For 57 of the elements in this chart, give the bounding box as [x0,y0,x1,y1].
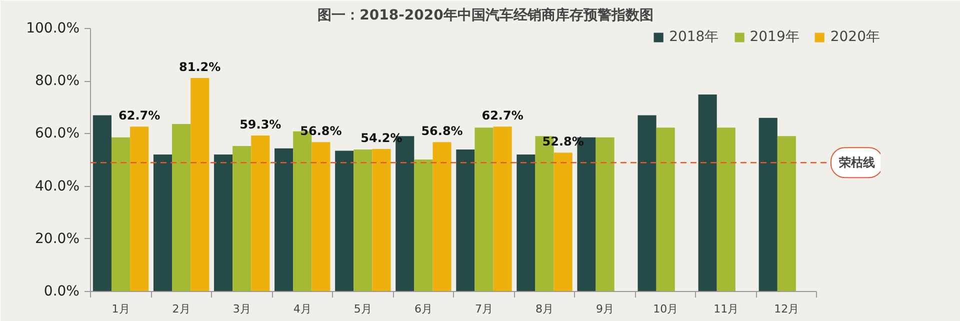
x-tick-label: 10月 [653,302,678,316]
bar [92,115,112,292]
bar [214,154,233,292]
bar [354,149,372,292]
bar [153,154,172,292]
chart-title: 图一：2018-2020年中国汽车经销商库存预警指数图 [318,6,654,24]
bar [312,142,330,292]
x-tick-label: 7月 [474,302,493,316]
x-tick-label: 6月 [414,302,432,316]
data-label: 62.7% [482,108,524,123]
bar [190,78,210,292]
x-tick-label: 2月 [172,302,190,316]
y-tick-label: 40.0% [35,178,80,194]
bar [172,124,191,292]
data-label: 56.8% [300,124,342,138]
bar [638,115,656,292]
x-tick-label: 5月 [354,302,372,316]
data-label: 62.7% [118,108,160,123]
bar [596,137,614,292]
data-label: 81.2% [179,60,221,74]
bar [758,118,778,292]
bar [372,148,391,292]
bar [251,136,270,292]
legend-label: 2019年 [750,28,800,46]
bar [274,148,294,292]
bar [716,128,736,292]
bar [516,154,536,292]
bar [554,152,572,292]
legend-label: 2020年 [830,28,880,46]
x-tick-label: 3月 [232,302,251,316]
bar [456,149,475,292]
bar [432,142,452,292]
bar [493,126,512,292]
y-tick-label: 100.0% [26,20,80,36]
y-tick-label: 0.0% [44,284,80,300]
x-tick-label: 8月 [536,302,554,316]
bar [474,128,494,292]
x-tick-label: 11月 [714,302,739,316]
y-tick-label: 20.0% [35,230,80,247]
bar [111,137,130,292]
x-tick-label: 12月 [774,302,800,316]
bar [698,94,717,292]
bar [335,150,354,292]
y-tick-label: 80.0% [35,73,80,90]
x-tick-label: 1月 [112,302,130,316]
bar [414,159,433,292]
data-label: 59.3% [240,118,282,132]
bar [232,146,252,292]
x-tick-label: 9月 [596,302,614,316]
bar [130,126,149,292]
legend-label: 2018年 [669,28,719,46]
bar [777,136,796,292]
data-label: 56.8% [421,124,463,138]
bar [656,128,675,292]
ref-line-label: 荣枯线 [838,156,875,170]
x-tick-label: 4月 [293,302,312,316]
y-tick-label: 60.0% [35,126,80,142]
